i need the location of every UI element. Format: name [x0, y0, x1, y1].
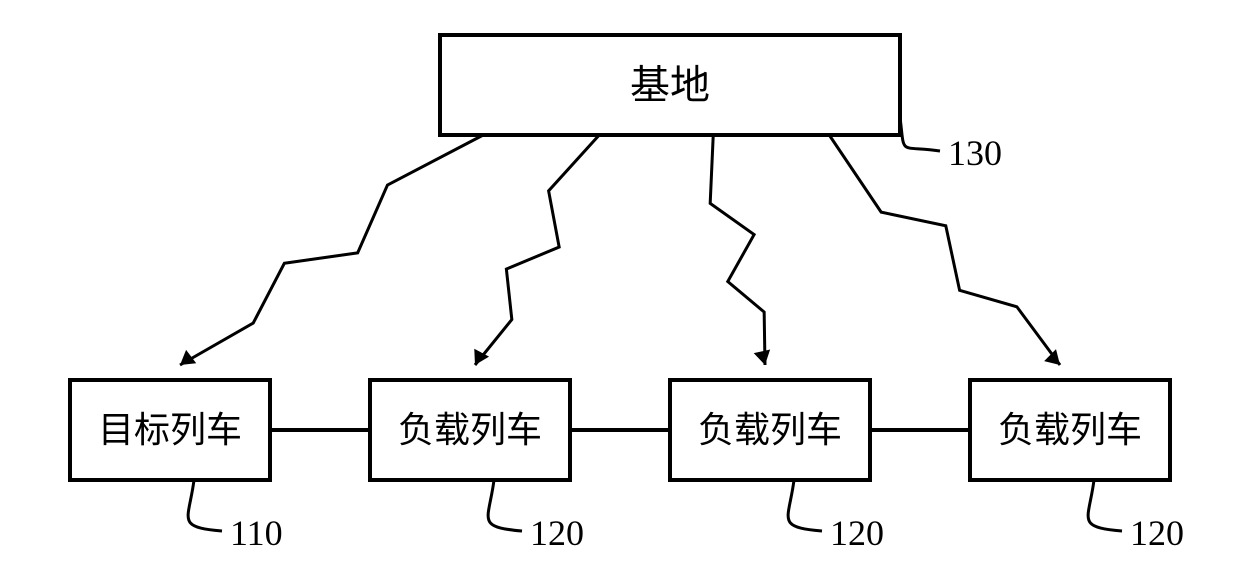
ref-label: 120: [1130, 513, 1184, 553]
node-load1: 负载列车: [370, 380, 570, 480]
node-load2: 负载列车: [670, 380, 870, 480]
node-label: 负载列车: [998, 410, 1142, 450]
node-label: 基地: [630, 63, 710, 108]
ref-label: 110: [230, 513, 283, 553]
node-label: 负载列车: [398, 410, 542, 450]
node-base: 基地: [440, 35, 900, 135]
node-load3: 负载列车: [970, 380, 1170, 480]
node-target: 目标列车: [70, 380, 270, 480]
ref-label: 120: [530, 513, 584, 553]
node-label: 目标列车: [98, 410, 242, 450]
ref-label: 130: [948, 133, 1002, 173]
node-label: 负载列车: [698, 410, 842, 450]
ref-label: 120: [830, 513, 884, 553]
system-diagram: 基地目标列车 负载列车 负载列车 负载列车 130 110 120 120 120: [0, 0, 1240, 562]
